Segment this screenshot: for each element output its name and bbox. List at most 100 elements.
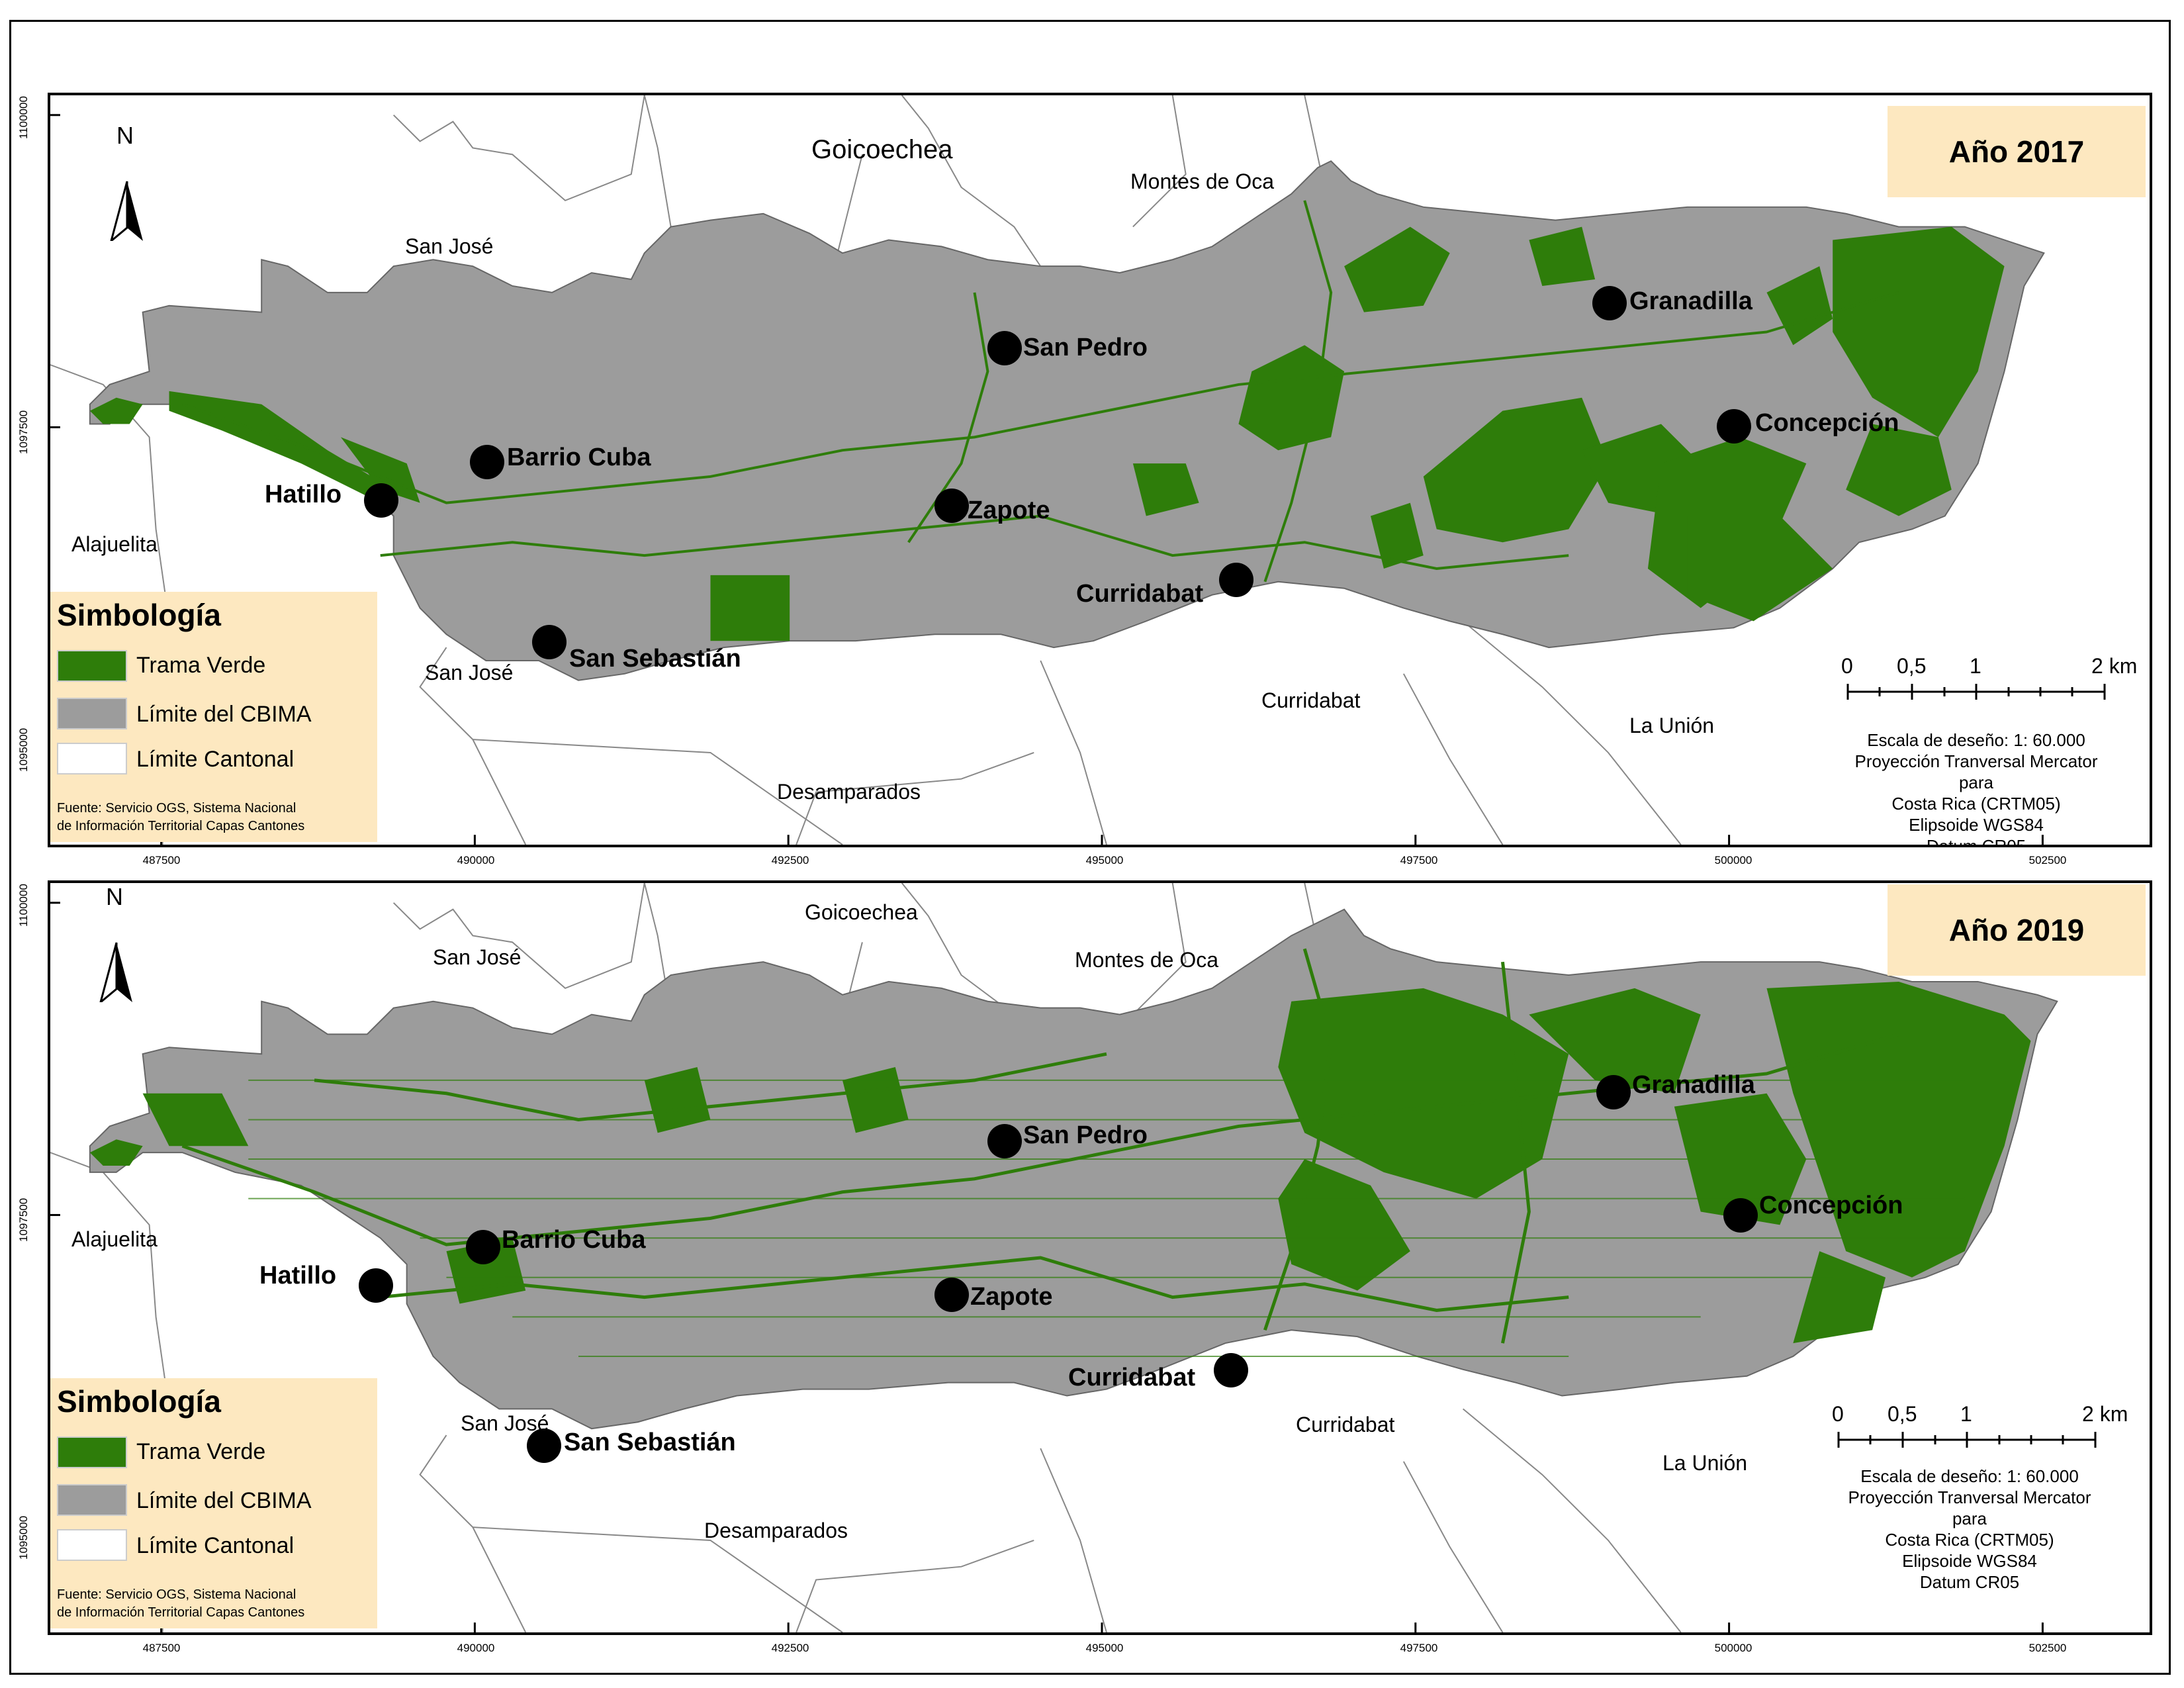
map-panel-2017: N Año 2017 Goicoechea Montes de Oca San … — [48, 93, 2152, 847]
city-zapote: Zapote — [968, 496, 1050, 524]
city-marker — [359, 1268, 393, 1303]
city-marker — [527, 1429, 561, 1463]
city-marker — [934, 1278, 969, 1312]
canton-montes-de-oca: Montes de Oca — [1130, 169, 1274, 193]
city-granadilla: Granadilla — [1629, 287, 1752, 315]
canton-curridabat: Curridabat — [1296, 1413, 1395, 1436]
city-marker — [934, 489, 969, 523]
y-tick-label: 1097500 — [17, 410, 30, 454]
legend-swatch-white — [57, 1529, 127, 1561]
y-tick-label: 1095000 — [17, 1515, 30, 1560]
map-panel-2019: N Año 2019 Goicoechea Montes de Oca San … — [48, 880, 2152, 1635]
city-san-pedro: San Pedro — [1023, 1121, 1148, 1149]
city-marker — [532, 625, 567, 659]
legend-label-trama-verde: Trama Verde — [136, 1439, 266, 1464]
x-tick-label: 500000 — [1714, 1642, 1752, 1654]
legend-swatch-green — [57, 650, 127, 682]
north-label: N — [106, 883, 123, 910]
city-marker — [1219, 563, 1253, 597]
x-tick-label: 492500 — [771, 854, 809, 867]
y-tick-label: 1100000 — [17, 96, 30, 139]
canton-goicoechea: Goicoechea — [805, 900, 918, 924]
city-marker — [1723, 1198, 1758, 1233]
city-hatillo: Hatillo — [259, 1262, 337, 1289]
canton-desamparados: Desamparados — [704, 1519, 848, 1542]
projection-info: Escala de deseño: 1: 60.000 Proyección Tr… — [1854, 730, 2098, 847]
scale-05: 0,5 — [1888, 1402, 1917, 1426]
city-barrio-cuba: Barrio Cuba — [507, 444, 651, 471]
map-canvas-2017 — [50, 95, 2045, 845]
trama-verde-texture — [248, 1079, 1965, 1357]
legend-label-cbima: Límite del CBIMA — [136, 1488, 312, 1513]
city-san-pedro: San Pedro — [1023, 334, 1148, 361]
canton-la-union: La Unión — [1629, 714, 1715, 737]
legend: Simbología Trama Verde Límite del CBIMA … — [50, 592, 377, 842]
x-ticks — [160, 1622, 2044, 1632]
x-tick-label: 495000 — [1085, 1642, 1124, 1654]
legend-title: Simbología — [57, 598, 221, 632]
legend-swatch-green — [57, 1436, 127, 1468]
city-marker — [1596, 1075, 1631, 1109]
north-label: N — [116, 122, 134, 149]
y-tick-label: 1097500 — [17, 1197, 30, 1242]
city-marker — [466, 1230, 500, 1264]
canton-la-union: La Unión — [1662, 1451, 1748, 1475]
x-tick-label: 487500 — [142, 1642, 181, 1654]
city-curridabat: Curridabat — [1076, 580, 1204, 608]
year-label: Año 2017 — [1888, 106, 2146, 197]
city-san-sebastian: San Sebastián — [564, 1429, 736, 1456]
canton-san-jose-north: San José — [433, 945, 522, 969]
x-tick-label: 490000 — [457, 1642, 495, 1654]
scale-2km: 2 km — [2082, 1402, 2128, 1426]
x-ticks — [160, 835, 2044, 845]
trama-verde-patches — [89, 226, 2005, 641]
legend-swatch-gray — [57, 1484, 127, 1516]
north-arrow-icon — [99, 942, 132, 1002]
city-concepcion: Concepción — [1759, 1192, 1903, 1219]
x-tick-label: 502500 — [2028, 1642, 2067, 1654]
scale-1: 1 — [1970, 654, 1981, 678]
city-marker — [1214, 1353, 1248, 1387]
canton-goicoechea: Goicoechea — [811, 135, 953, 164]
canton-desamparados: Desamparados — [777, 780, 921, 804]
canton-alajuelita: Alajuelita — [71, 532, 158, 556]
canton-alajuelita: Alajuelita — [71, 1227, 158, 1251]
city-concepcion: Concepción — [1755, 409, 1899, 437]
scale-bar — [1837, 1432, 2097, 1448]
canton-san-jose-north: San José — [405, 234, 494, 258]
scale-2km: 2 km — [2091, 654, 2138, 678]
y-tick-label: 1100000 — [17, 884, 30, 927]
x-tick-label: 497500 — [1400, 1642, 1438, 1654]
x-tick-label: 492500 — [771, 1642, 809, 1654]
north-arrow-icon — [110, 181, 143, 241]
legend-title: Simbología — [57, 1384, 221, 1419]
legend-swatch-gray — [57, 698, 127, 729]
legend: Simbología Trama Verde Límite del CBIMA … — [50, 1378, 377, 1628]
figure-frame — [9, 20, 2171, 1675]
x-tick-label: 495000 — [1085, 854, 1124, 867]
legend-source: Fuente: Servicio OGS, Sistema Nacional d… — [57, 801, 305, 833]
city-san-sebastian: San Sebastián — [569, 645, 741, 673]
scale-05: 0,5 — [1897, 654, 1927, 678]
city-marker — [364, 483, 398, 518]
x-tick-label: 497500 — [1400, 854, 1438, 867]
canton-montes-de-oca: Montes de Oca — [1075, 948, 1218, 972]
x-tick-label: 502500 — [2028, 854, 2067, 867]
legend-label-cantonal: Límite Cantonal — [136, 747, 295, 772]
x-tick-label: 500000 — [1714, 854, 1752, 867]
legend-label-cantonal: Límite Cantonal — [136, 1533, 295, 1558]
x-tick-label: 490000 — [457, 854, 495, 867]
canton-san-jose-south: San José — [425, 661, 514, 684]
legend-source: Fuente: Servicio OGS, Sistema Nacional d… — [57, 1587, 305, 1620]
city-marker — [470, 445, 504, 479]
city-granadilla: Granadilla — [1632, 1071, 1755, 1099]
x-tick-label: 487500 — [142, 854, 181, 867]
canton-curridabat: Curridabat — [1261, 688, 1361, 712]
city-marker — [987, 331, 1022, 365]
legend-label-trama-verde: Trama Verde — [136, 653, 266, 678]
scale-bar — [1846, 684, 2106, 700]
year-label: Año 2019 — [1888, 884, 2146, 976]
city-hatillo: Hatillo — [265, 481, 342, 508]
city-barrio-cuba: Barrio Cuba — [502, 1226, 646, 1254]
scale-0: 0 — [1841, 654, 1853, 678]
